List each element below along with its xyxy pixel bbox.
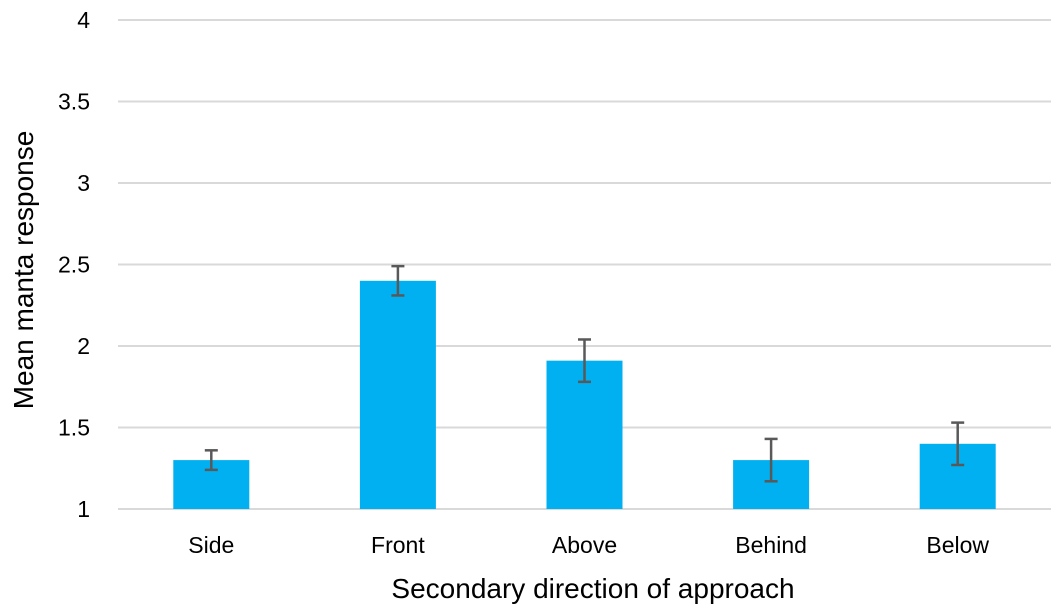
x-tick-label: Behind — [735, 532, 807, 558]
x-tick-labels: Side Front Above Behind Below — [188, 532, 989, 558]
error-bar-front — [391, 264, 405, 297]
error-bar-below — [951, 421, 965, 467]
error-bar-behind — [764, 437, 778, 483]
bar-above — [546, 360, 623, 509]
y-tick-label: 2.5 — [58, 252, 90, 278]
y-tick-label: 4 — [77, 7, 90, 33]
y-tick-label: 3 — [77, 170, 90, 196]
y-tick-label: 2 — [77, 333, 90, 359]
x-axis-title: Secondary direction of approach — [391, 573, 794, 604]
x-tick-label: Below — [926, 532, 989, 558]
x-tick-label: Side — [188, 532, 234, 558]
y-tick-labels: 1 1.5 2 2.5 3 3.5 4 — [58, 7, 90, 522]
y-axis-title: Mean manta response — [8, 131, 39, 410]
error-bar-above — [578, 338, 591, 384]
x-tick-label: Above — [552, 532, 617, 558]
bars — [173, 280, 996, 509]
y-tick-label: 3.5 — [58, 89, 90, 115]
y-tick-label: 1.5 — [58, 415, 90, 441]
error-bars — [204, 264, 965, 483]
x-tick-label: Front — [371, 532, 425, 558]
error-bar-side — [204, 449, 218, 472]
bar-front — [359, 280, 436, 509]
y-tick-label: 1 — [77, 496, 90, 522]
